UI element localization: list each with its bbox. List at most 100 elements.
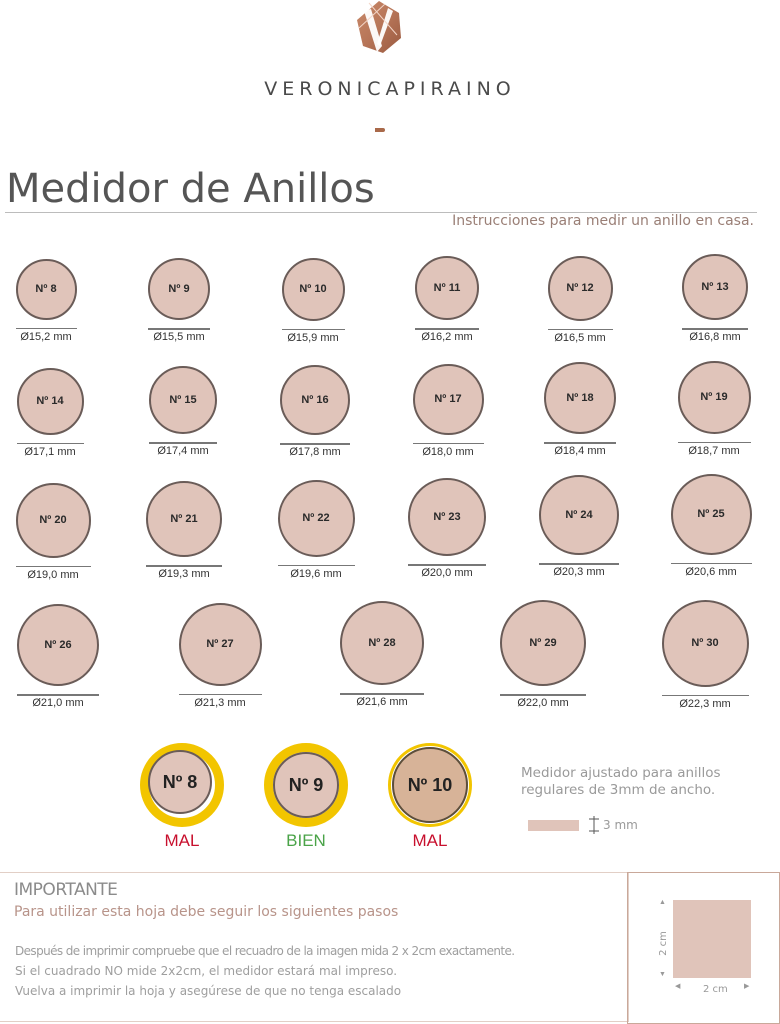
ring-diameter-label: Ø21,3 mm [194, 696, 246, 709]
ring-diameter-label: Ø21,6 mm [356, 696, 408, 708]
ring-size-circle: Nº 24 [539, 475, 619, 555]
ring-size-number: Nº 20 [39, 514, 67, 526]
instruction-line: Después de imprimir compruebe que el rec… [15, 944, 515, 958]
fit-verdict-label: MAL [412, 831, 448, 850]
ring-diameter-label: Ø17,1 mm [24, 445, 76, 458]
ring-size-circle: Nº 16 [280, 365, 350, 435]
ring-size-circle: Nº 18 [544, 362, 616, 434]
important-title: IMPORTANTE [14, 880, 118, 900]
diameter-rule [677, 441, 751, 443]
horizontal-dimension-label: 2 cm [703, 984, 728, 995]
band-note-line-1: Medidor ajustado para anillos [521, 765, 721, 781]
ring-size-circle: Nº 10 [281, 257, 345, 321]
fit-verdict-label: BIEN [286, 831, 326, 850]
band-note-line-2: regulares de 3mm de ancho. [521, 782, 716, 798]
ring-size-circle: Nº 25 [670, 473, 752, 555]
ring-size-circle: Nº 11 [415, 256, 479, 320]
ring-diameter-label: Ø16,8 mm [689, 331, 741, 343]
diameter-rule [682, 328, 748, 330]
diameter-rule [15, 327, 77, 329]
ring-diameter-label: Ø15,2 mm [20, 330, 72, 343]
ring-size-circle: Nº 9 [148, 258, 210, 320]
ring-size-number: Nº 17 [434, 393, 462, 405]
ring-size-circle: Nº 28 [340, 601, 424, 685]
ring-size-number: Nº 11 [433, 282, 461, 294]
brand-accent-mark [375, 128, 385, 132]
ring-diameter-label: Ø17,8 mm [289, 446, 341, 458]
ring-size-number: Nº 8 [162, 771, 198, 792]
band-swatch [528, 820, 579, 831]
ring-size-number: Nº 25 [697, 508, 725, 520]
ring-size-number: Nº 24 [565, 509, 593, 521]
important-instructions: Después de imprimir compruebe que el rec… [15, 941, 515, 1001]
diameter-rule [412, 442, 484, 444]
ring-size-number: Nº 13 [701, 281, 729, 293]
ring-size-number: Nº 27 [206, 638, 234, 650]
diameter-rule [547, 328, 613, 330]
ring-size-circle: Nº 23 [408, 478, 486, 556]
ring-size-circle: Nº 10 [392, 747, 468, 823]
title-divider [5, 212, 757, 213]
diameter-rule [340, 693, 424, 695]
ring-size-number: Nº 29 [529, 637, 557, 649]
diameter-rule [539, 563, 619, 565]
brand-name: VERONICAPIRAINO [264, 78, 516, 100]
ring-size-circle: Nº 26 [17, 604, 99, 686]
diameter-rule [16, 442, 84, 444]
diameter-rule [277, 564, 355, 566]
ring-size-number: Nº 28 [368, 637, 396, 649]
ring-size-number: Nº 21 [170, 513, 198, 525]
diameter-rule [17, 694, 99, 696]
ring-size-circle: Nº 19 [677, 360, 751, 434]
band-width-note: Medidor ajustado para anillos regulares … [521, 765, 721, 799]
arrow-right-icon: ▶ [744, 983, 750, 990]
ring-diameter-label: Ø15,5 mm [153, 331, 205, 343]
ring-diameter-label: Ø20,0 mm [421, 567, 473, 579]
diameter-rule [415, 328, 479, 330]
instruction-line: Vuelva a imprimir la hoja y asegúrese de… [15, 984, 402, 998]
ring-size-circle: Nº 30 [661, 599, 749, 687]
ring-diameter-label: Ø22,3 mm [679, 697, 731, 710]
ring-diameter-label: Ø22,0 mm [517, 697, 569, 709]
arrow-left-icon: ◀ [675, 983, 681, 990]
page-subtitle: Instrucciones para medir un anillo en ca… [452, 213, 754, 229]
ring-diameter-label: Ø16,2 mm [421, 331, 473, 343]
ring-size-number: Nº 19 [700, 391, 728, 403]
diameter-rule [146, 565, 222, 567]
ring-size-circle: Nº 22 [277, 479, 355, 557]
ring-size-number: Nº 22 [302, 512, 330, 524]
diameter-rule [148, 328, 210, 330]
ring-diameter-label: Ø19,3 mm [158, 568, 210, 580]
ring-size-number: Nº 30 [691, 637, 719, 649]
ring-diameter-label: Ø18,0 mm [422, 445, 474, 458]
ring-diameter-label: Ø17,4 mm [157, 445, 209, 457]
ring-diameter-label: Ø19,6 mm [290, 567, 342, 580]
ring-size-circle: Nº 20 [15, 482, 91, 558]
ring-size-circle: Nº 15 [149, 366, 217, 434]
ring-size-circle: Nº 13 [682, 254, 748, 320]
fit-verdict-label: MAL [164, 831, 200, 850]
ring-diameter-label: Ø16,5 mm [554, 331, 606, 344]
ring-size-number: Nº 8 [35, 283, 57, 295]
ring-size-number: Nº 12 [566, 282, 594, 294]
ring-diameter-label: Ø21,0 mm [32, 697, 84, 709]
ring-size-number: Nº 23 [433, 511, 461, 523]
diameter-rule [670, 562, 752, 564]
diameter-rule [281, 328, 345, 330]
ring-diameter-label: Ø15,9 mm [287, 331, 339, 344]
ring-size-number: Nº 9 [168, 283, 190, 295]
ring-diameter-label: Ø18,4 mm [554, 445, 606, 457]
ring-size-number: Nº 10 [407, 774, 453, 795]
ring-size-number: Nº 15 [169, 394, 197, 406]
faceted-gem-v-logo [357, 1, 401, 53]
ring-size-circle: Nº 9 [273, 752, 339, 818]
ring-size-circle: Nº 8 [148, 750, 212, 814]
ring-size-circle: Nº 12 [547, 255, 613, 321]
ring-size-circle: Nº 17 [412, 363, 484, 435]
band-width-label: 3 mm [603, 818, 638, 832]
ring-size-circle: Nº 27 [178, 602, 262, 686]
arrow-up-icon: ▲ [659, 899, 666, 906]
diameter-rule [408, 564, 486, 566]
ring-size-circle: Nº 29 [500, 600, 586, 686]
important-subtitle: Para utilizar esta hoja debe seguir los … [14, 904, 399, 920]
